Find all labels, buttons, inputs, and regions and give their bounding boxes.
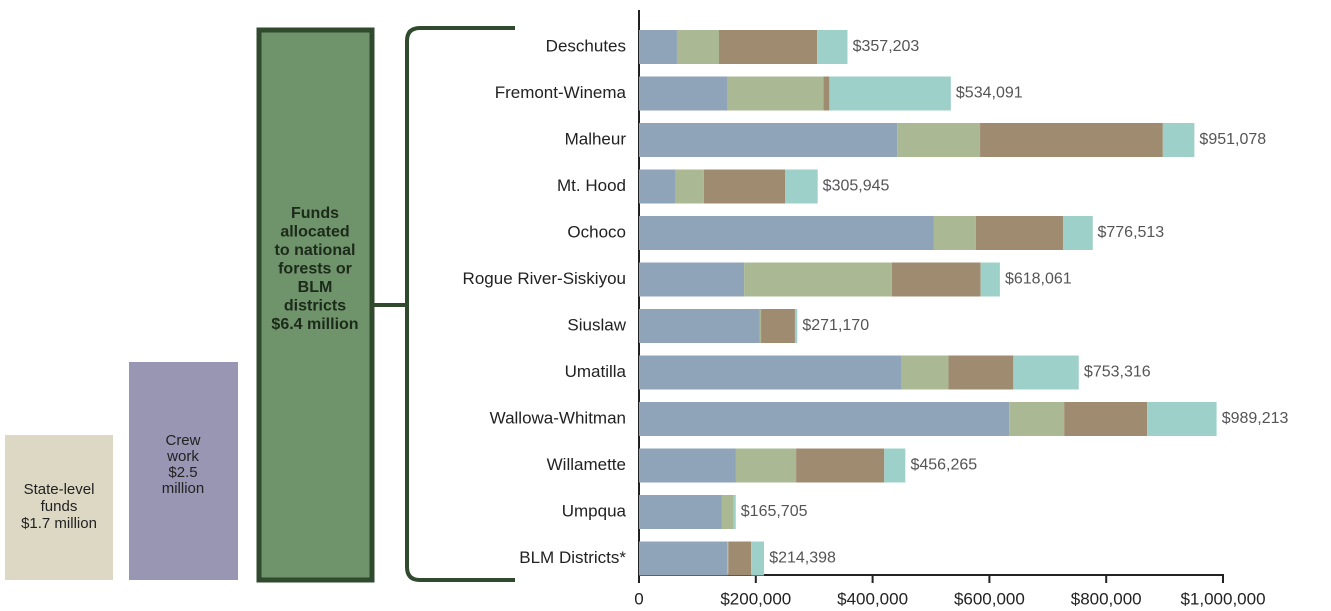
bar-segment bbox=[948, 355, 1014, 390]
bar-segment bbox=[639, 262, 745, 297]
bar-segment bbox=[817, 30, 848, 64]
category-label: Rogue River-Siskiyou bbox=[463, 269, 626, 288]
total-label: $456,265 bbox=[910, 457, 977, 474]
bar-segment bbox=[639, 402, 1010, 436]
bar-segment bbox=[639, 216, 934, 250]
bar-segment bbox=[639, 448, 736, 483]
bar-segment bbox=[721, 495, 734, 529]
bar-segment bbox=[794, 309, 798, 343]
x-tick-label: $200,000 bbox=[720, 589, 791, 608]
category-label: Mt. Hood bbox=[557, 176, 626, 195]
box-text: million bbox=[162, 480, 205, 497]
category-label: BLM Districts* bbox=[519, 548, 626, 567]
bar-segment bbox=[1147, 402, 1217, 436]
bar-segment bbox=[639, 76, 728, 111]
bar-segment bbox=[761, 309, 795, 343]
box-text: work bbox=[166, 448, 199, 465]
x-tick-label: $1,000,000 bbox=[1180, 589, 1265, 608]
bar-segment bbox=[796, 448, 885, 483]
box-text: to national bbox=[275, 242, 356, 259]
category-label: Malheur bbox=[565, 129, 627, 148]
x-tick-label: $800,000 bbox=[1071, 589, 1142, 608]
bar-segment bbox=[639, 495, 722, 529]
box-text: BLM bbox=[298, 279, 333, 296]
total-label: $357,203 bbox=[853, 38, 920, 55]
bar-segment bbox=[675, 169, 704, 204]
bar-segment bbox=[639, 30, 677, 64]
total-label: $753,316 bbox=[1084, 364, 1151, 381]
bar-segment bbox=[1013, 355, 1079, 390]
bar-segment bbox=[1162, 123, 1195, 157]
category-label: Siuslaw bbox=[567, 315, 626, 334]
total-label: $165,705 bbox=[741, 503, 808, 520]
bar-segment bbox=[884, 448, 906, 483]
bracket bbox=[405, 26, 515, 582]
bar-segment bbox=[639, 309, 760, 343]
box-text: State-level bbox=[24, 481, 95, 498]
bar-segment bbox=[901, 355, 949, 390]
box-text: Funds bbox=[291, 205, 339, 222]
bar-segment bbox=[727, 76, 824, 111]
bar-segment bbox=[719, 30, 818, 64]
category-label: Deschutes bbox=[546, 36, 626, 55]
x-tick-label: $600,000 bbox=[954, 589, 1025, 608]
total-label: $989,213 bbox=[1222, 410, 1289, 427]
box-text: $6.4 million bbox=[271, 316, 358, 333]
box-text: allocated bbox=[280, 224, 349, 241]
bar-segment bbox=[759, 309, 762, 343]
bar-segment bbox=[727, 541, 729, 576]
total-label: $618,061 bbox=[1005, 271, 1072, 288]
bar-segment bbox=[980, 262, 1000, 297]
box-text: $1.7 million bbox=[21, 515, 97, 532]
category-label: Umatilla bbox=[565, 362, 627, 381]
bar-segment bbox=[1009, 402, 1065, 436]
bar-segment bbox=[980, 123, 1163, 157]
category-label: Ochoco bbox=[567, 222, 626, 241]
category-label: Wallowa-Whitman bbox=[490, 408, 626, 427]
bar-segment bbox=[676, 30, 720, 64]
box-text: forests or bbox=[278, 261, 352, 278]
total-label: $271,170 bbox=[802, 317, 869, 334]
box-text: funds bbox=[41, 498, 78, 515]
bar-segment bbox=[639, 541, 728, 576]
bar-segment bbox=[933, 216, 976, 250]
box-text: Crew bbox=[165, 432, 200, 449]
category-label: Fremont-Winema bbox=[495, 83, 627, 102]
bar-segment bbox=[823, 76, 830, 111]
total-label: $951,078 bbox=[1199, 131, 1266, 148]
total-label: $776,513 bbox=[1097, 224, 1164, 241]
box-text: $2.5 bbox=[168, 464, 197, 481]
bar-segment bbox=[639, 169, 676, 204]
bar-segment bbox=[1062, 216, 1093, 250]
x-tick-label: $400,000 bbox=[837, 589, 908, 608]
bar-segment bbox=[733, 495, 736, 529]
bar-segment bbox=[728, 541, 752, 576]
total-label: $214,398 bbox=[769, 550, 836, 567]
bar-segment bbox=[897, 123, 981, 157]
bar-segment bbox=[975, 216, 1063, 250]
x-tick-label: 0 bbox=[634, 589, 643, 608]
bar-segment bbox=[744, 262, 892, 297]
bar-segment bbox=[891, 262, 981, 297]
crew-work-box bbox=[129, 362, 238, 580]
forest-funds-box bbox=[256, 27, 375, 583]
state-funds-box bbox=[5, 435, 113, 580]
bar-segment bbox=[735, 448, 797, 483]
box-text: districts bbox=[284, 298, 346, 315]
bar-segment bbox=[751, 541, 764, 576]
bar-segment bbox=[785, 169, 818, 204]
category-label: Umpqua bbox=[562, 501, 627, 520]
bar-segment bbox=[639, 355, 902, 390]
total-label: $305,945 bbox=[823, 178, 890, 195]
bar-segment bbox=[829, 76, 951, 111]
total-label: $534,091 bbox=[956, 85, 1023, 102]
bar-segment bbox=[639, 123, 898, 157]
bar-segment bbox=[1064, 402, 1148, 436]
bar-segment bbox=[703, 169, 785, 204]
category-label: Willamette bbox=[547, 455, 626, 474]
